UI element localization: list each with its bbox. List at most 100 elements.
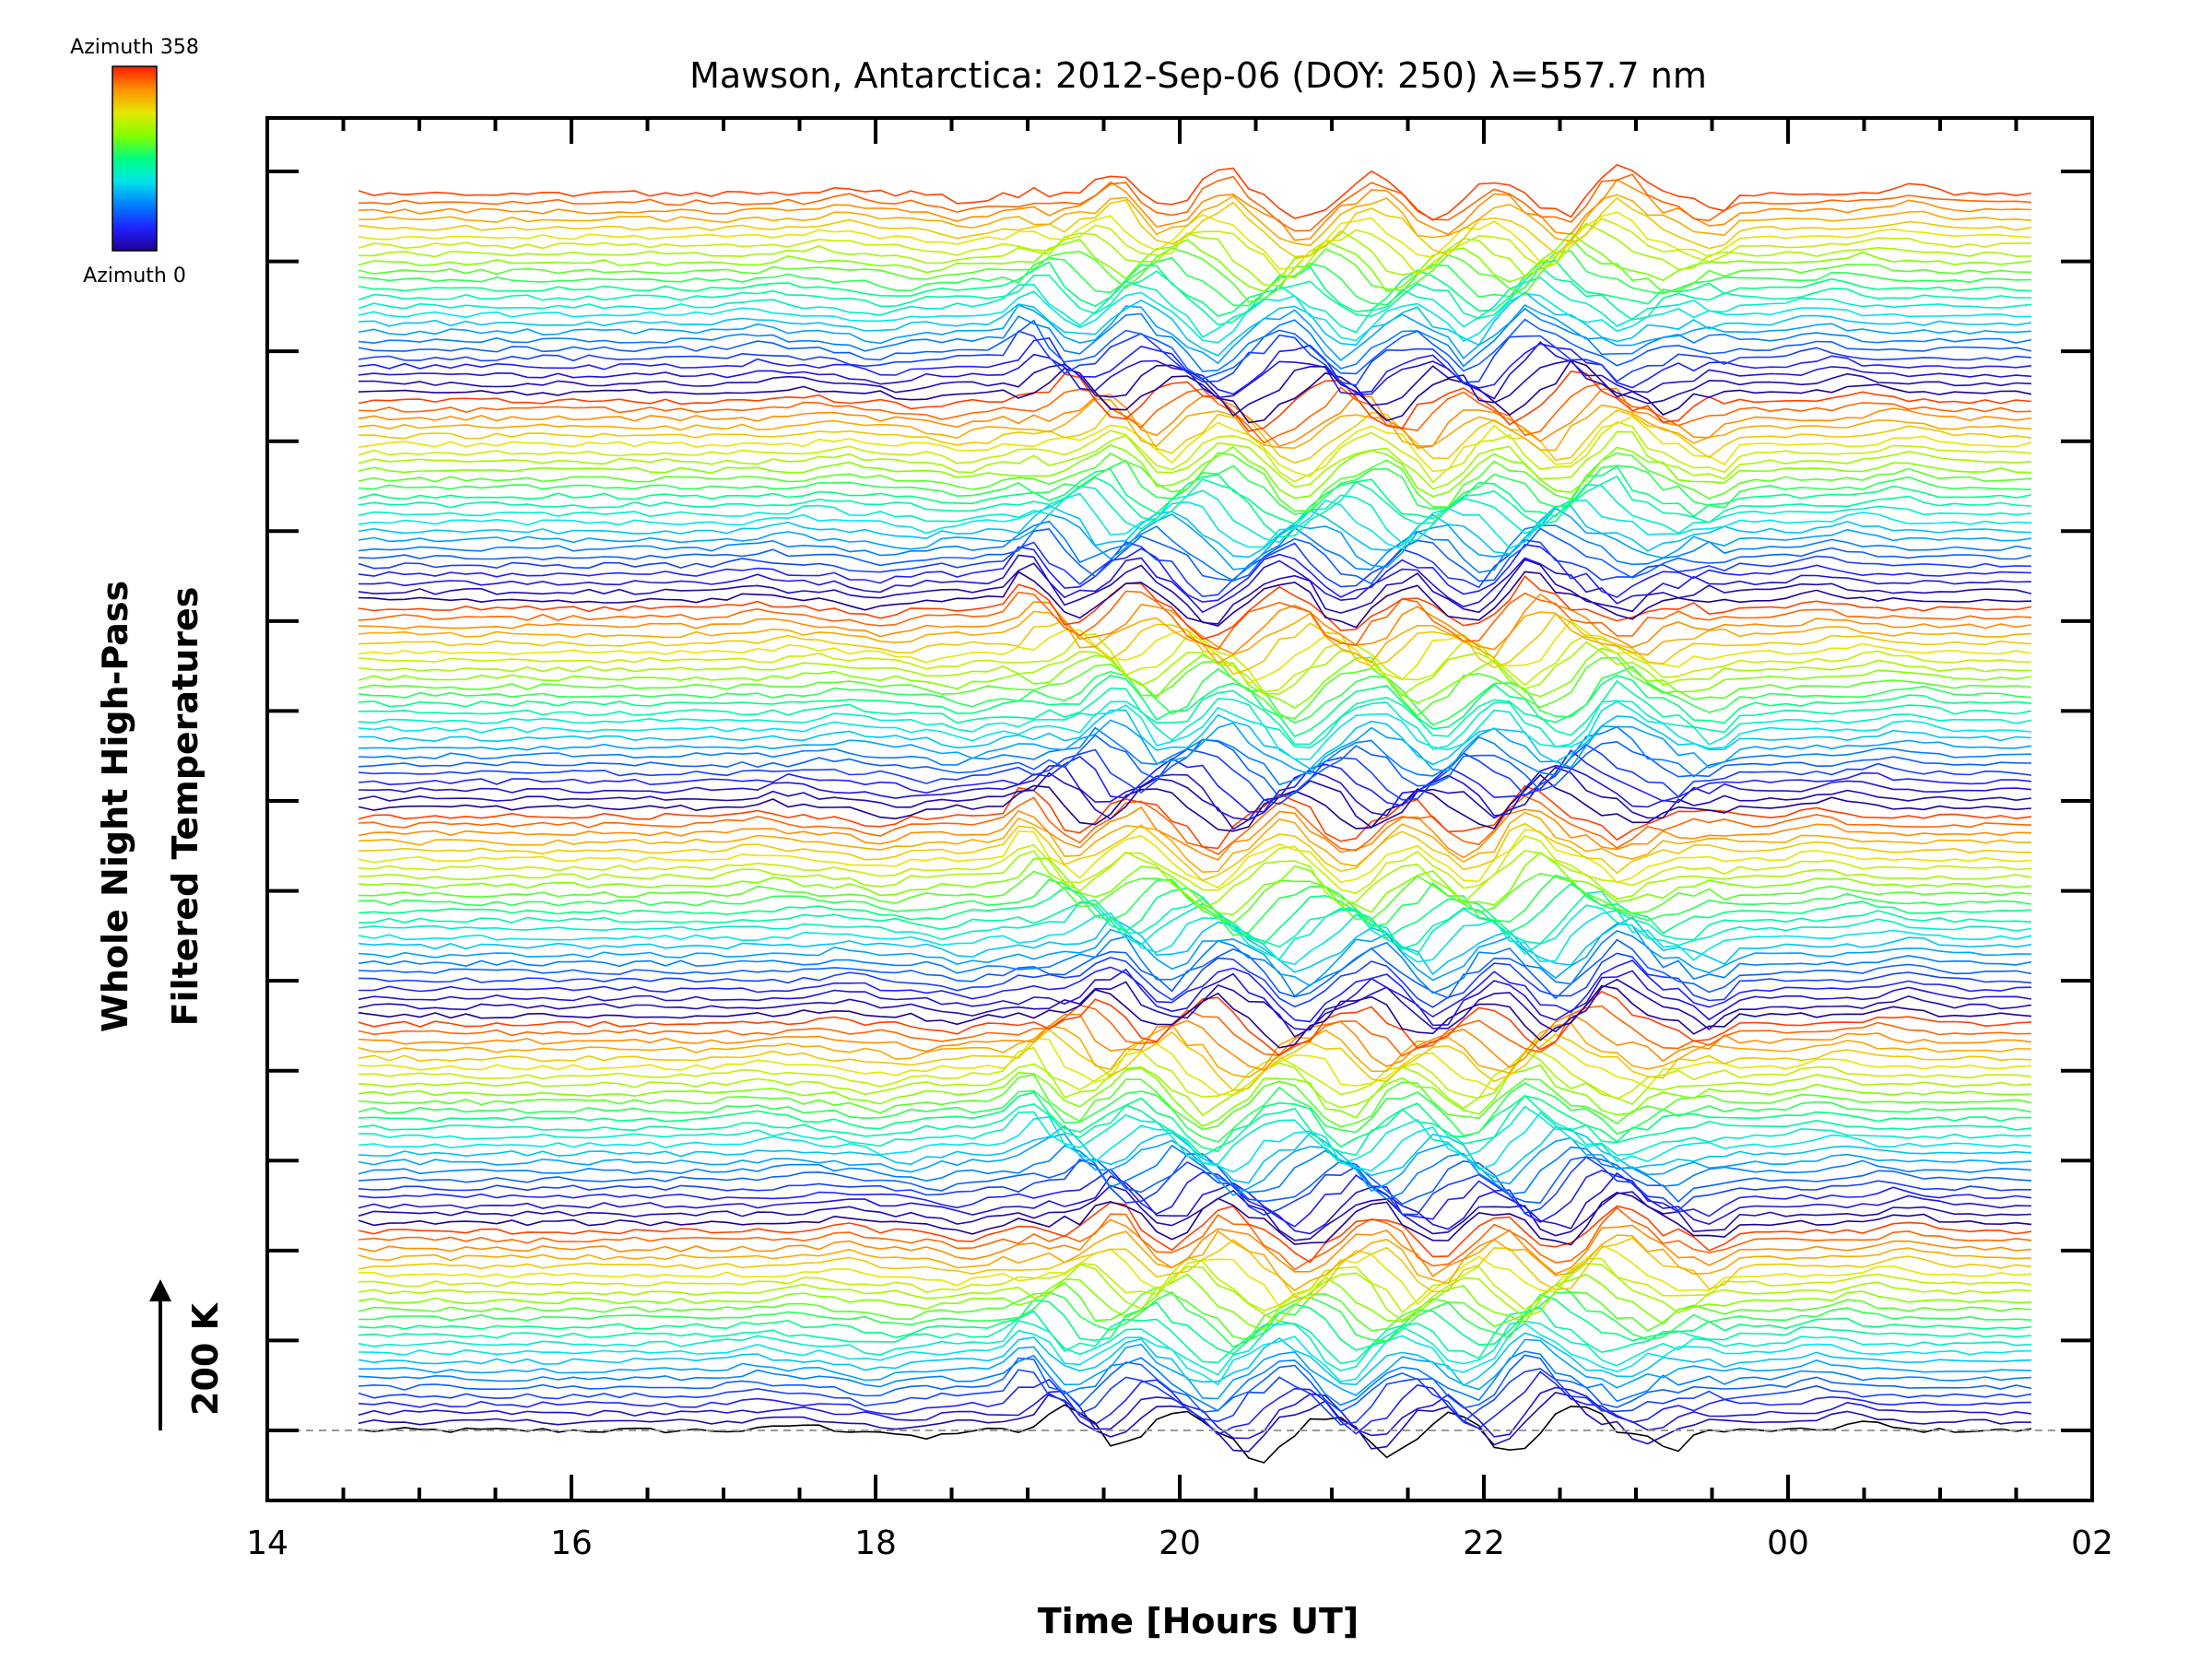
x-tick-label: 18 xyxy=(854,1524,897,1562)
azimuth-trace xyxy=(358,1230,2032,1292)
azimuth-trace xyxy=(358,571,2032,629)
azimuth-trace xyxy=(358,527,2032,585)
azimuth-trace xyxy=(358,633,2032,693)
azimuth-trace xyxy=(358,1332,2032,1387)
azimuth-trace xyxy=(358,1201,2032,1264)
azimuth-trace xyxy=(358,1013,2032,1071)
y-axis-title-line2: Filtered Temperatures xyxy=(165,587,206,1027)
azimuth-trace xyxy=(358,1244,2032,1308)
azimuth-trace xyxy=(358,909,2032,966)
azimuth-trace xyxy=(358,1022,2032,1078)
azimuth-trace xyxy=(358,1184,2032,1241)
azimuth-trace xyxy=(358,1350,2032,1412)
azimuth-trace xyxy=(359,1291,2032,1348)
azimuth-trace xyxy=(358,237,2032,303)
azimuth-trace xyxy=(358,929,2032,997)
azimuth-trace xyxy=(358,544,2032,603)
y-axis-ticks xyxy=(267,170,2092,1432)
colorbar-gradient xyxy=(112,65,158,252)
azimuth-trace xyxy=(358,764,2032,821)
azimuth-trace xyxy=(358,829,2032,889)
azimuth-trace xyxy=(358,196,2032,258)
azimuth-trace xyxy=(358,452,2032,512)
colorbar-top-label: Azimuth 358 xyxy=(70,36,199,59)
x-tick-label: 20 xyxy=(1159,1524,1201,1562)
azimuth-trace xyxy=(358,1263,2032,1323)
azimuth-trace xyxy=(358,734,2032,799)
azimuth-trace xyxy=(358,330,2032,386)
azimuth-trace xyxy=(358,539,2032,598)
azimuth-trace xyxy=(358,1133,2032,1196)
azimuth-trace xyxy=(358,773,2032,832)
x-axis-title: Time [Hours UT] xyxy=(1038,1601,1359,1641)
azimuth-trace xyxy=(358,387,2032,450)
azimuth-trace xyxy=(358,849,2032,910)
azimuth-trace xyxy=(358,291,2032,357)
azimuth-trace xyxy=(358,290,2032,344)
azimuth-trace xyxy=(358,1206,2032,1271)
azimuth-trace xyxy=(358,465,2032,525)
azimuth-trace xyxy=(358,1293,2032,1356)
trace-stack xyxy=(358,163,2032,1464)
azimuth-trace xyxy=(358,1257,2032,1313)
azimuth-trace xyxy=(359,959,2032,1023)
azimuth-trace xyxy=(358,1074,2032,1131)
azimuth-trace xyxy=(358,1029,2032,1092)
azimuth-trace xyxy=(358,1237,2032,1300)
azimuth-trace xyxy=(358,1338,2032,1400)
azimuth-trace xyxy=(358,641,2032,697)
azimuth-trace xyxy=(358,1368,2032,1426)
azimuth-trace xyxy=(358,794,2032,855)
azimuth-trace xyxy=(358,590,2032,651)
azimuth-trace xyxy=(358,359,2032,418)
azimuth-trace xyxy=(358,1306,2032,1365)
azimuth-trace xyxy=(358,916,2032,976)
azimuth-trace xyxy=(358,318,2032,380)
azimuth-trace xyxy=(358,507,2032,571)
azimuth-trace xyxy=(358,952,2032,1008)
azimuth-trace xyxy=(358,978,2032,1038)
x-axis-ticks: 14 16 18 20 22 00 02 xyxy=(246,118,2113,1562)
azimuth-trace xyxy=(358,1124,2032,1184)
azimuth-trace xyxy=(358,1354,2032,1413)
azimuth-trace xyxy=(358,851,2032,916)
azimuth-trace xyxy=(358,250,2032,307)
azimuth-trace xyxy=(358,398,2032,452)
x-tick-label: 14 xyxy=(246,1524,288,1562)
azimuth-colorbar: Azimuth 358 Azimuth 0 xyxy=(70,36,199,288)
azimuth-trace xyxy=(358,492,2032,550)
azimuth-trace xyxy=(358,307,2032,372)
azimuth-trace xyxy=(358,968,2032,1031)
azimuth-trace xyxy=(358,984,2032,1049)
x-tick-label: 00 xyxy=(1767,1524,1809,1562)
azimuth-trace xyxy=(358,719,2032,775)
azimuth-trace xyxy=(358,835,2032,894)
azimuth-trace xyxy=(358,822,2032,882)
azimuth-trace xyxy=(358,371,2032,432)
x-tick-label: 22 xyxy=(1463,1524,1505,1562)
azimuth-trace xyxy=(358,1392,2032,1453)
azimuth-trace xyxy=(358,163,2032,221)
azimuth-trace xyxy=(358,1046,2032,1100)
azimuth-trace xyxy=(358,1091,2031,1153)
azimuth-trace xyxy=(358,1319,2032,1376)
azimuth-trace xyxy=(358,698,2032,750)
azimuth-trace xyxy=(358,1386,2032,1440)
colorbar-bottom-label: Azimuth 0 xyxy=(83,265,186,288)
azimuth-trace xyxy=(358,679,2032,746)
azimuth-trace xyxy=(358,359,2032,424)
azimuth-trace xyxy=(358,1094,2032,1158)
azimuth-trace xyxy=(358,811,2032,874)
azimuth-trace xyxy=(358,619,2032,685)
azimuth-trace xyxy=(358,1218,2032,1277)
azimuth-trace xyxy=(358,725,2032,786)
azimuth-trace xyxy=(358,870,2032,924)
azimuth-trace xyxy=(358,923,2031,987)
azimuth-trace xyxy=(358,1168,2032,1228)
azimuth-trace xyxy=(358,559,2032,625)
temperature-scale-indicator: 200 K xyxy=(149,1279,226,1430)
azimuth-trace xyxy=(358,382,2032,444)
azimuth-trace xyxy=(358,990,2032,1057)
azimuth-trace xyxy=(358,1323,2032,1386)
